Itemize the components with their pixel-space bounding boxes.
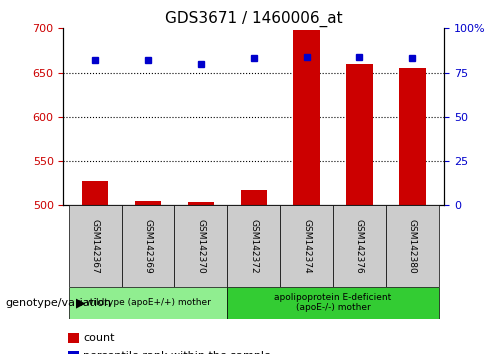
Bar [122,205,175,287]
Text: GSM142380: GSM142380 [408,219,417,273]
Text: wildtype (apoE+/+) mother: wildtype (apoE+/+) mother [85,298,210,307]
Bar [175,205,227,287]
Bar [280,205,333,287]
Text: GSM142372: GSM142372 [249,219,258,273]
Bar [227,287,439,319]
Text: genotype/variation: genotype/variation [5,298,111,308]
Text: GSM142367: GSM142367 [91,219,100,273]
Text: GSM142369: GSM142369 [143,219,153,273]
Bar [69,287,227,319]
Bar [399,68,426,205]
Text: GSM142374: GSM142374 [302,219,311,273]
Bar [188,202,214,205]
Bar [135,201,161,205]
Title: GDS3671 / 1460006_at: GDS3671 / 1460006_at [165,11,343,27]
Bar [346,64,373,205]
Text: GSM142370: GSM142370 [196,219,205,273]
Text: GSM142376: GSM142376 [355,219,364,273]
Bar [241,190,267,205]
Bar [227,205,280,287]
Bar [82,181,108,205]
Text: ▶: ▶ [76,296,85,309]
Bar [293,30,320,205]
Bar [333,205,386,287]
Text: count: count [83,333,115,343]
Bar [69,205,122,287]
Bar [386,205,439,287]
Text: apolipoprotein E-deficient
(apoE-/-) mother: apolipoprotein E-deficient (apoE-/-) mot… [274,293,392,312]
Text: percentile rank within the sample: percentile rank within the sample [83,351,271,354]
